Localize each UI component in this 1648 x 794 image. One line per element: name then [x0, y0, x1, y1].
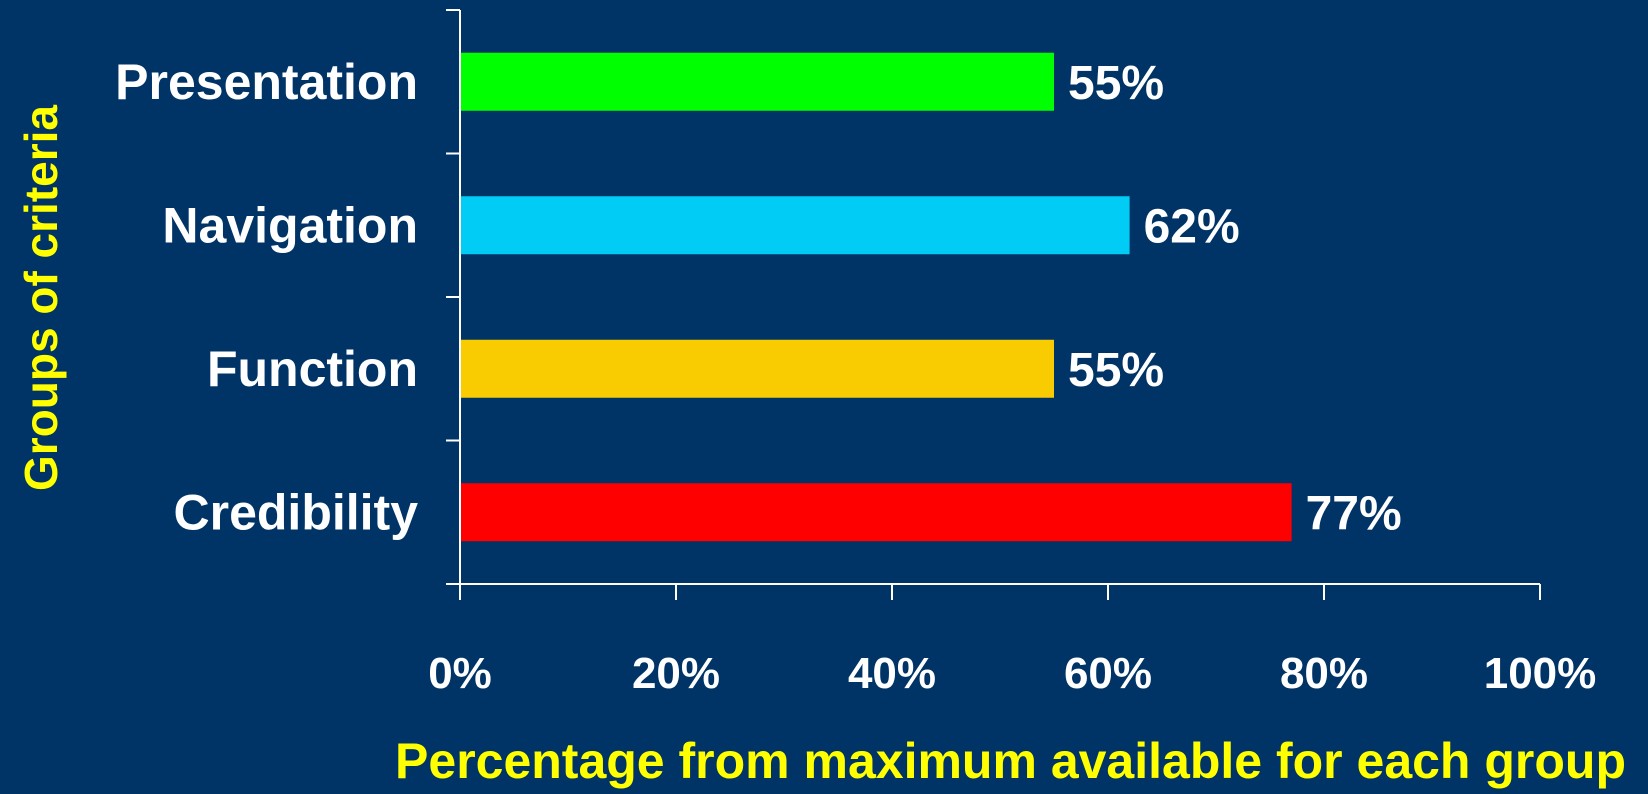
x-tick-label: 60% — [1064, 649, 1152, 698]
value-label: 55% — [1068, 57, 1164, 110]
x-tick-label: 40% — [848, 649, 936, 698]
x-tick-label: 80% — [1280, 649, 1368, 698]
category-label: Function — [207, 341, 418, 397]
category-label: Credibility — [174, 484, 419, 540]
category-label: Presentation — [115, 54, 418, 110]
value-labels: 55% 62% 55% 77% — [1068, 57, 1402, 541]
bars — [461, 52, 1292, 542]
bar — [461, 339, 1054, 398]
category-label: Navigation — [162, 197, 418, 253]
category-labels: Presentation Navigation Function Credibilit… — [115, 54, 418, 541]
x-tick-label: 0% — [428, 649, 492, 698]
x-tick-label: 20% — [632, 649, 720, 698]
x-axis-title: Percentage from maximum available for ea… — [395, 733, 1626, 789]
bar — [461, 52, 1054, 111]
x-tick-label: 100% — [1484, 649, 1597, 698]
value-label: 55% — [1068, 344, 1164, 397]
value-label: 77% — [1306, 487, 1402, 540]
bar — [461, 483, 1292, 542]
y-axis-ticks — [446, 9, 460, 585]
value-label: 62% — [1144, 200, 1240, 253]
bar — [461, 196, 1130, 255]
x-tick-labels: 0% 20% 40% 60% 80% 100% — [428, 649, 1596, 698]
x-axis-ticks — [459, 584, 1541, 600]
y-axis-title: Groups of criteria — [15, 105, 67, 491]
